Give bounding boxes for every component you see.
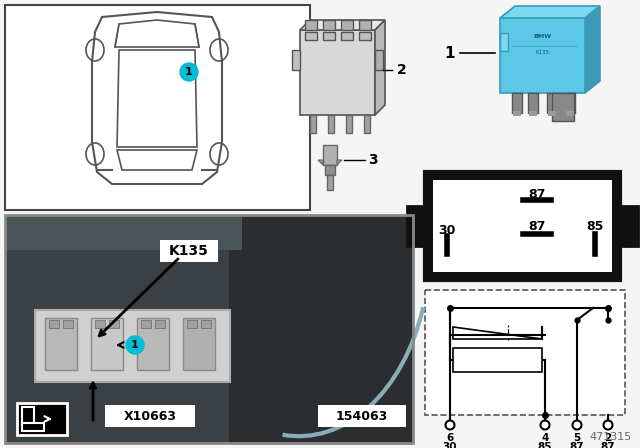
Text: 85: 85 [538,442,552,448]
Bar [310,115,316,133]
Bar [5,215,229,443]
Bar [305,20,317,30]
Bar [425,290,625,415]
Text: 4: 4 [541,433,548,443]
Bar [5,215,413,443]
Bar [45,318,77,370]
Bar [620,206,638,246]
Bar [565,93,575,113]
Bar [49,320,59,328]
Text: 87: 87 [528,188,546,201]
Bar [137,318,169,370]
Bar [528,93,538,113]
Bar [341,32,353,40]
Circle shape [573,421,582,430]
Bar [328,115,334,133]
Text: 1: 1 [185,67,193,77]
Bar [5,5,310,210]
Bar [323,32,335,40]
Text: 5: 5 [573,433,580,443]
Text: 87: 87 [601,442,615,448]
Circle shape [604,421,612,430]
Bar [5,215,242,250]
Bar [425,172,620,280]
Bar [529,111,537,116]
Text: BMW: BMW [533,34,551,39]
Bar [359,20,371,30]
Polygon shape [375,20,385,115]
Polygon shape [453,327,542,339]
Bar [346,115,352,133]
Text: 154063: 154063 [336,409,388,422]
Bar [433,180,612,272]
Circle shape [541,421,550,430]
Text: 85: 85 [586,220,604,233]
Bar [22,423,44,431]
Bar [552,93,574,121]
Bar [547,93,557,113]
Bar [300,30,375,115]
Bar [453,348,542,372]
Bar [183,318,215,370]
Circle shape [180,63,198,81]
Circle shape [445,421,454,430]
Bar [22,407,34,427]
Bar [187,320,197,328]
Circle shape [126,336,144,354]
Text: 3: 3 [368,153,378,167]
Polygon shape [500,6,600,18]
Bar [513,111,521,116]
Bar [318,405,406,427]
Bar [500,18,585,93]
Bar [305,32,317,40]
Text: 471315: 471315 [589,432,632,442]
Bar [407,206,425,246]
Text: 2: 2 [604,433,612,443]
Bar [63,320,73,328]
Polygon shape [300,20,385,30]
Polygon shape [318,160,323,165]
Bar [375,50,383,70]
Bar [160,240,218,262]
Text: K135: K135 [169,244,209,258]
Bar [105,405,195,427]
Bar [95,320,105,328]
Bar [500,33,508,51]
Bar [109,320,119,328]
Text: 2: 2 [397,63,407,77]
Bar [566,111,574,116]
Text: 1: 1 [131,340,139,350]
Bar [201,320,211,328]
Bar [359,32,371,40]
Text: 6: 6 [446,433,454,443]
Bar [323,20,335,30]
Text: 30: 30 [443,442,457,448]
Bar [17,403,67,435]
Text: 87: 87 [528,220,546,233]
Text: X10663: X10663 [124,409,177,422]
Bar [548,111,556,116]
Bar [341,20,353,30]
Polygon shape [337,160,342,165]
Bar [141,320,151,328]
Text: 30: 30 [438,224,456,237]
Bar [512,93,522,113]
Bar [155,320,165,328]
Polygon shape [585,6,600,93]
Bar [325,165,335,175]
Text: 1: 1 [445,46,455,60]
Text: K135: K135 [535,51,549,56]
Bar [91,318,123,370]
Bar [292,50,300,70]
Text: 87: 87 [570,442,584,448]
Bar [35,310,230,382]
Bar [323,145,337,165]
Bar [327,175,333,190]
Bar [5,215,413,443]
Bar [364,115,370,133]
